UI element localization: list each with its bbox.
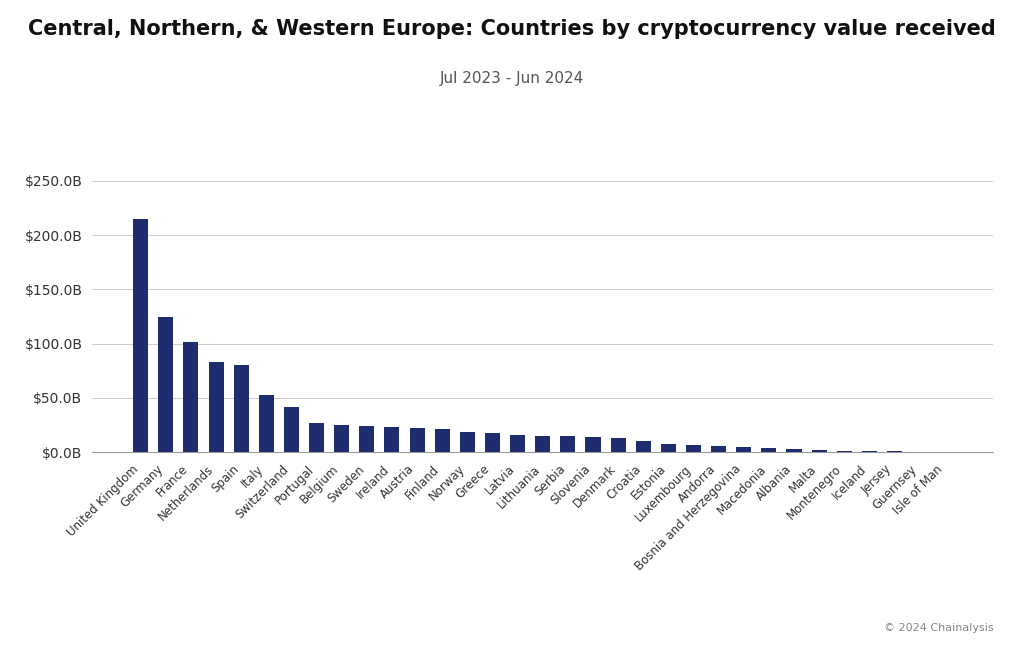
Bar bbox=[133, 219, 148, 452]
Bar bbox=[334, 425, 349, 452]
Bar bbox=[159, 317, 173, 452]
Bar bbox=[384, 427, 399, 452]
Text: Central, Northern, & Western Europe: Countries by cryptocurrency value received: Central, Northern, & Western Europe: Cou… bbox=[28, 19, 996, 39]
Bar bbox=[284, 406, 299, 452]
Bar bbox=[183, 342, 199, 452]
Bar bbox=[837, 450, 852, 452]
Bar bbox=[485, 433, 500, 452]
Bar bbox=[510, 435, 525, 452]
Bar bbox=[586, 437, 600, 452]
Bar bbox=[259, 395, 273, 452]
Bar bbox=[610, 438, 626, 452]
Text: © 2024 Chainalysis: © 2024 Chainalysis bbox=[884, 623, 993, 633]
Bar bbox=[660, 444, 676, 452]
Bar bbox=[812, 450, 826, 452]
Bar bbox=[560, 436, 575, 452]
Bar bbox=[736, 447, 752, 452]
Bar bbox=[862, 451, 877, 452]
Bar bbox=[309, 423, 325, 452]
Bar bbox=[434, 430, 450, 452]
Text: Jul 2023 - Jun 2024: Jul 2023 - Jun 2024 bbox=[440, 71, 584, 86]
Bar bbox=[761, 448, 776, 452]
Bar bbox=[410, 428, 425, 452]
Bar bbox=[636, 441, 651, 452]
Bar bbox=[460, 432, 475, 452]
Bar bbox=[359, 426, 375, 452]
Bar bbox=[233, 366, 249, 452]
Bar bbox=[686, 444, 701, 452]
Bar bbox=[786, 449, 802, 452]
Bar bbox=[711, 446, 726, 452]
Bar bbox=[536, 436, 550, 452]
Bar bbox=[209, 362, 223, 452]
